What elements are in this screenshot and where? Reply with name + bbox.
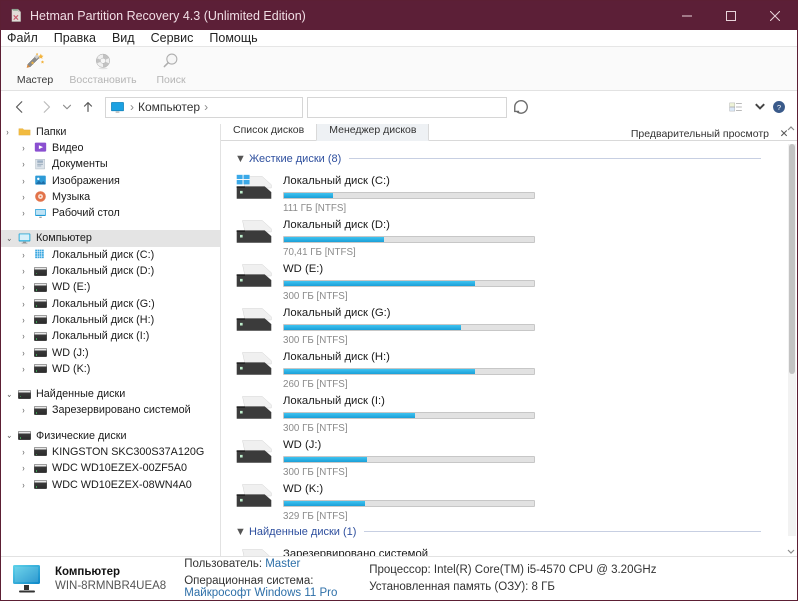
svg-text:?: ? <box>777 103 781 112</box>
